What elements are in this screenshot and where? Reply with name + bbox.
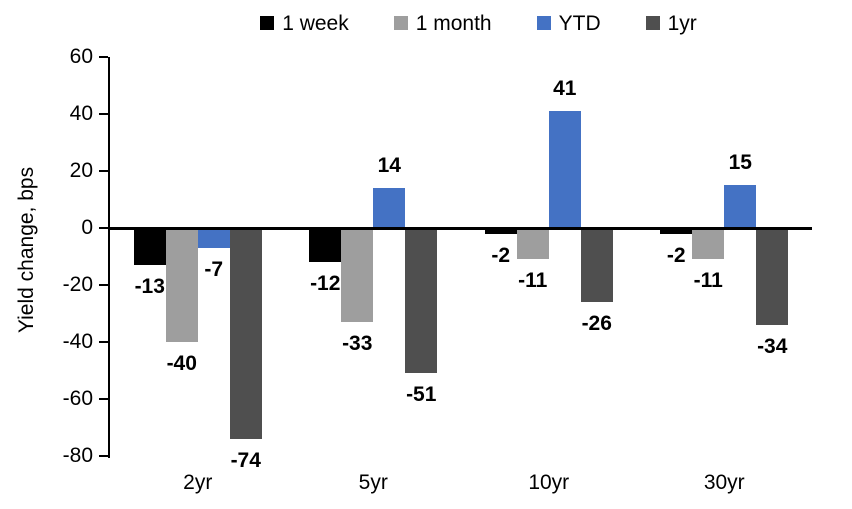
- y-tick-mark--20: [99, 284, 108, 286]
- y-tick-label-60: 60: [69, 45, 93, 68]
- bar-label-1-week-2yr: -13: [134, 275, 165, 299]
- y-tick-mark-0: [99, 227, 108, 229]
- legend-label-1-month: 1 month: [415, 11, 492, 35]
- bar-label-ytd-10yr: 41: [553, 77, 577, 101]
- y-tick-label--20: -20: [62, 273, 93, 296]
- bar-1yr-30yr: [756, 228, 789, 325]
- bar-label-1-month-2yr: -40: [166, 352, 197, 375]
- y-tick-mark--60: [99, 398, 108, 400]
- y-axis-line: [108, 57, 110, 458]
- bar-1-week-30yr: [660, 228, 693, 234]
- bar-label-1-week-10yr: -2: [491, 243, 511, 267]
- y-tick-mark-60: [99, 56, 108, 58]
- bar-1-month-30yr: [692, 228, 725, 260]
- bar-1-week-10yr: [484, 228, 517, 234]
- legend-swatch-1yr-icon: [645, 16, 660, 30]
- legend-label-1yr: 1yr: [667, 11, 697, 35]
- bar-ytd-2yr: [197, 228, 230, 248]
- plot-area: 60 40 20 0 -20 -40 -60 -80 -13 -40 -7 -74 2yr -12 -33 1…: [63, 45, 812, 494]
- legend-swatch-1-week-icon: [260, 16, 275, 30]
- legend-swatch-1-month-icon: [393, 16, 408, 30]
- bar-ytd-5yr: [373, 188, 406, 228]
- legend-item-1-week: 1 week: [260, 13, 349, 34]
- y-tick-mark-40: [99, 113, 108, 115]
- bar-1-week-2yr: [133, 228, 166, 266]
- y-axis-title: Yield change, bps: [15, 166, 38, 334]
- bar-label-1yr-2yr: -74: [230, 448, 261, 472]
- bar-1-week-5yr: [309, 228, 342, 263]
- bar-label-1-week-5yr: -12: [310, 272, 341, 296]
- bar-label-1-month-30yr: -11: [693, 269, 723, 293]
- bar-1-month-2yr: [165, 228, 198, 342]
- y-tick-mark-20: [99, 170, 108, 172]
- bar-label-1yr-30yr: -34: [757, 334, 788, 358]
- legend-label-ytd: YTD: [558, 11, 601, 35]
- legend-label-1-week: 1 week: [282, 11, 349, 35]
- bar-1yr-5yr: [405, 228, 438, 374]
- bar-1-month-10yr: [516, 228, 549, 260]
- legend-item-ytd: YTD: [536, 11, 601, 35]
- x-label-5yr: 5yr: [358, 471, 388, 494]
- x-label-30yr: 30yr: [703, 471, 745, 494]
- bar-label-1-week-30yr: -2: [666, 243, 686, 267]
- bar-label-ytd-5yr: 14: [377, 154, 401, 178]
- bar-ytd-30yr: [724, 185, 757, 228]
- y-tick-mark--40: [99, 341, 108, 343]
- y-tick-label-20: 20: [69, 159, 93, 182]
- chart-legend: 1 week 1 month YTD 1yr: [110, 6, 812, 40]
- bar-label-1yr-10yr: -26: [581, 312, 612, 336]
- bar-label-1-month-10yr: -11: [518, 269, 548, 293]
- bar-1yr-10yr: [580, 228, 613, 303]
- x-label-10yr: 10yr: [528, 471, 570, 494]
- legend-item-1yr: 1yr: [645, 11, 697, 35]
- legend-item-1-month: 1 month: [393, 11, 492, 35]
- bar-label-1yr-5yr: -51: [406, 383, 437, 407]
- y-tick-label--60: -60: [62, 387, 93, 410]
- y-tick-label--80: -80: [62, 444, 93, 467]
- bar-1-month-5yr: [341, 228, 374, 323]
- bar-1yr-2yr: [229, 228, 262, 439]
- x-label-2yr: 2yr: [183, 471, 213, 494]
- bar-ytd-10yr: [548, 111, 581, 228]
- bar-label-ytd-2yr: -7: [204, 257, 224, 281]
- y-tick-label-0: 0: [81, 216, 93, 239]
- legend-swatch-ytd-icon: [536, 16, 551, 30]
- y-tick-mark--80: [99, 455, 108, 457]
- y-tick-label-40: 40: [69, 102, 93, 125]
- y-tick-label--40: -40: [62, 330, 93, 353]
- bar-label-1-month-5yr: -33: [342, 332, 373, 356]
- bar-label-ytd-30yr: 15: [728, 151, 752, 175]
- zero-baseline: [108, 226, 812, 230]
